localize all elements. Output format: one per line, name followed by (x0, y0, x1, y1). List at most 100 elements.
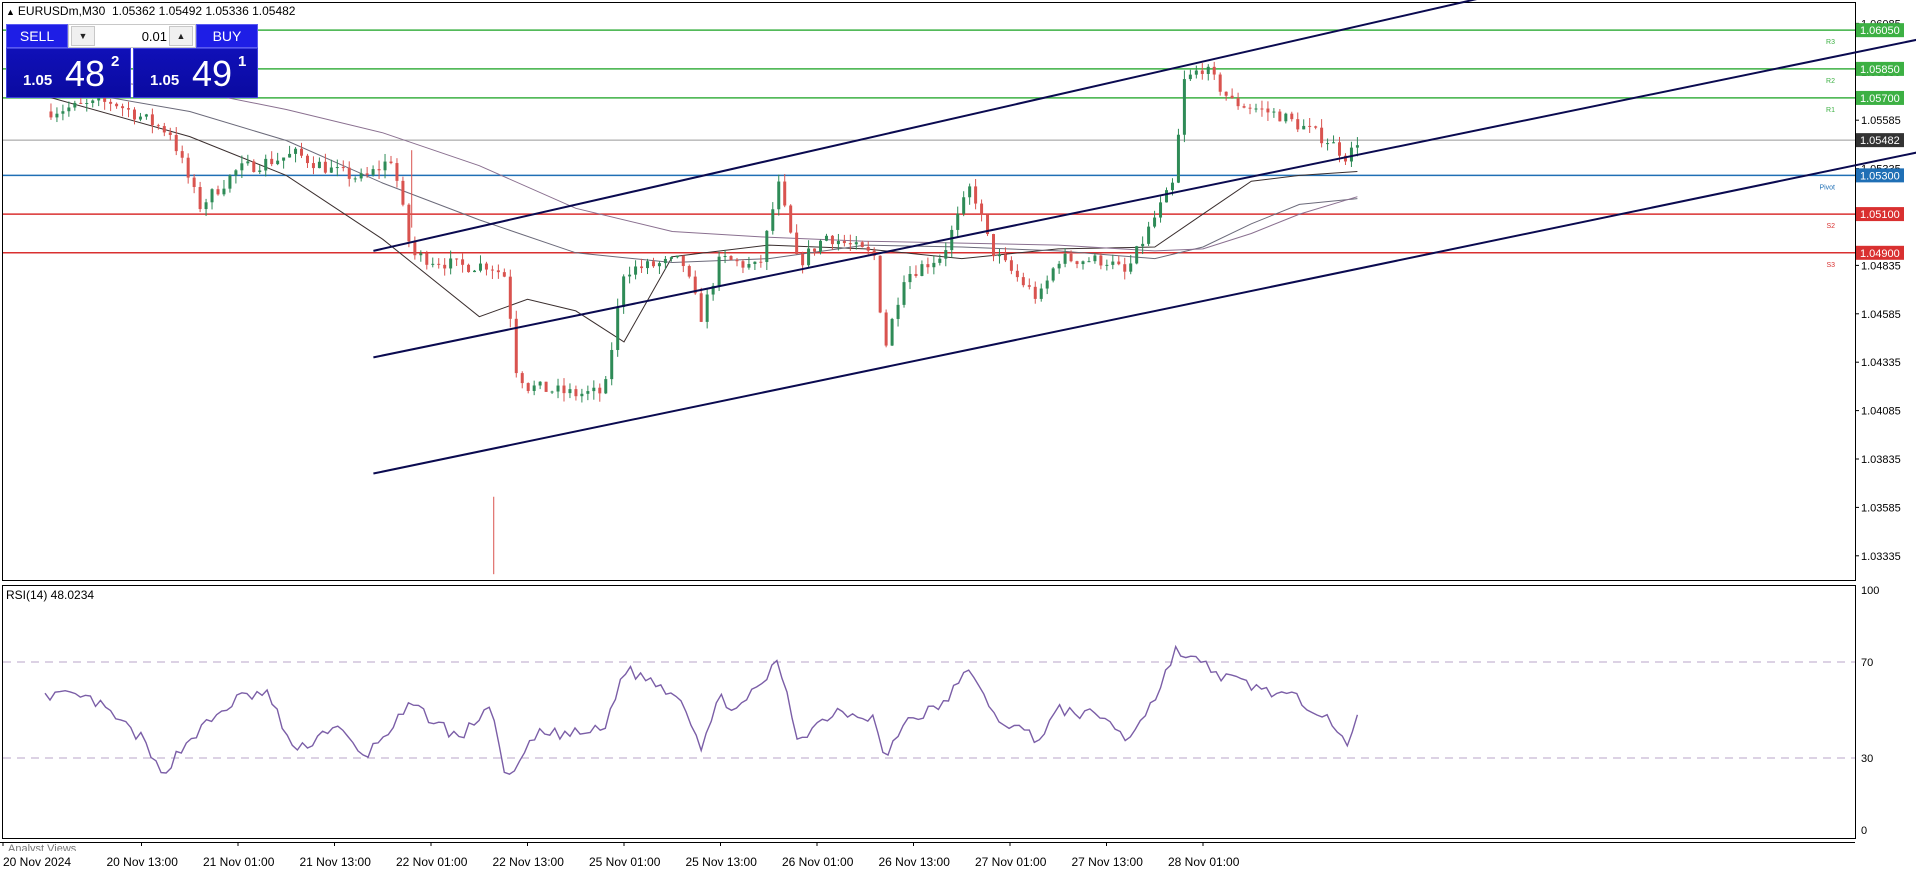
bull-candle (669, 257, 673, 259)
bull-candle (950, 229, 954, 251)
rsi-line (44, 644, 1359, 775)
time-axis-label: 20 Nov 2024 (3, 855, 71, 869)
lot-increase-icon[interactable]: ▲ (169, 26, 193, 46)
bear-candle (121, 106, 125, 109)
bull-candle (276, 160, 280, 165)
bull-candle (580, 393, 584, 397)
bear-candle (180, 151, 184, 158)
bull-candle (359, 173, 363, 179)
collapse-triangle-icon[interactable]: ▲ (6, 7, 15, 17)
sell-quote-pips: 48 (65, 53, 106, 94)
bear-candle (1009, 260, 1013, 271)
bear-candle (795, 232, 799, 255)
bull-candle (550, 391, 554, 393)
bull-candle (610, 349, 614, 380)
bear-candle (467, 264, 471, 273)
bull-candle (1170, 182, 1174, 191)
bear-candle (79, 102, 83, 104)
bear-candle (1200, 70, 1204, 74)
sell-quote[interactable]: 1.05 48 2 (6, 48, 131, 98)
bull-candle (890, 318, 894, 346)
bear-candle (168, 132, 172, 135)
bear-candle (926, 264, 930, 268)
bear-candle (127, 108, 131, 110)
bull-candle (144, 114, 148, 117)
price-axis-label: 1.05585 (1861, 115, 1901, 127)
bear-candle (311, 163, 315, 169)
level-price-label: 1.05700 (1860, 93, 1900, 105)
bear-candle (574, 389, 578, 397)
bull-candle (675, 255, 679, 258)
time-axis-label: 22 Nov 01:00 (396, 855, 468, 869)
bear-candle (1260, 108, 1264, 110)
bear-candle (1296, 119, 1300, 130)
bull-candle (956, 213, 960, 230)
level-price-label: 1.06050 (1860, 25, 1900, 37)
bull-candle (1045, 280, 1049, 289)
bear-candle (1236, 98, 1240, 107)
bear-candle (562, 385, 566, 394)
bear-candle (425, 253, 429, 265)
lot-decrease-icon[interactable]: ▼ (71, 26, 95, 46)
bear-candle (174, 134, 178, 152)
moving-average-line (44, 74, 1358, 252)
bear-candle (866, 247, 870, 251)
bull-candle (138, 116, 142, 120)
bull-candle (55, 113, 59, 118)
bull-candle (204, 202, 208, 210)
bull-candle (968, 186, 972, 198)
bull-candle (962, 197, 966, 214)
bear-candle (49, 111, 53, 118)
bear-candle (783, 181, 787, 206)
bull-candle (628, 274, 632, 277)
buy-button[interactable]: BUY (196, 24, 258, 48)
buy-quote[interactable]: 1.05 49 1 (133, 48, 258, 98)
time-axis-label: 25 Nov 13:00 (686, 855, 758, 869)
bear-candle (484, 263, 488, 270)
time-axis-label: 27 Nov 01:00 (975, 855, 1047, 869)
bear-candle (813, 248, 817, 252)
bear-candle (1308, 125, 1312, 127)
bull-candle (1326, 143, 1330, 145)
bear-candle (651, 261, 655, 267)
bull-candle (556, 385, 560, 392)
bull-candle (210, 189, 214, 203)
bear-candle (1320, 127, 1324, 144)
bear-candle (156, 125, 160, 127)
time-axis-label: 22 Nov 13:00 (493, 855, 565, 869)
sell-button[interactable]: SELL (6, 24, 68, 48)
level-price-badge (1856, 23, 1904, 38)
bull-candle (371, 169, 375, 175)
level-price-label: 1.05100 (1860, 209, 1900, 221)
bear-candle (842, 241, 846, 244)
analyst-views-tab[interactable]: Analyst Views (8, 843, 77, 851)
main-chart-frame (2, 2, 1856, 581)
bear-candle (1218, 74, 1222, 92)
bull-candle (1147, 226, 1151, 244)
bear-candle (992, 234, 996, 257)
bear-candle (115, 103, 119, 107)
bull-candle (1051, 268, 1055, 281)
price-axis-label: 1.04335 (1861, 357, 1901, 369)
lot-size-input[interactable] (97, 27, 167, 45)
price-axis-label: 1.04085 (1861, 406, 1901, 418)
level-tag-s2: S2 (1826, 223, 1835, 230)
bear-candle (150, 114, 154, 126)
bull-candle (1111, 261, 1115, 265)
bull-candle (294, 148, 298, 154)
current-price-label: 1.05482 (1860, 135, 1900, 147)
bear-candle (1224, 91, 1228, 96)
level-price-label: 1.05300 (1860, 170, 1900, 182)
bull-candle (1188, 74, 1192, 80)
bull-candle (73, 102, 77, 108)
chart-header: ▲ EURUSDm,M30 1.05362 1.05492 1.05336 1.0… (6, 4, 295, 18)
level-price-label: 1.04900 (1860, 248, 1900, 260)
price-axis-label: 1.04585 (1861, 309, 1901, 321)
bull-candle (1254, 108, 1258, 110)
moving-average-line (44, 95, 1358, 343)
bull-candle (1039, 288, 1043, 299)
rsi-axis-label: 70 (1861, 657, 1873, 669)
bear-candle (407, 204, 411, 242)
bear-candle (323, 161, 327, 173)
